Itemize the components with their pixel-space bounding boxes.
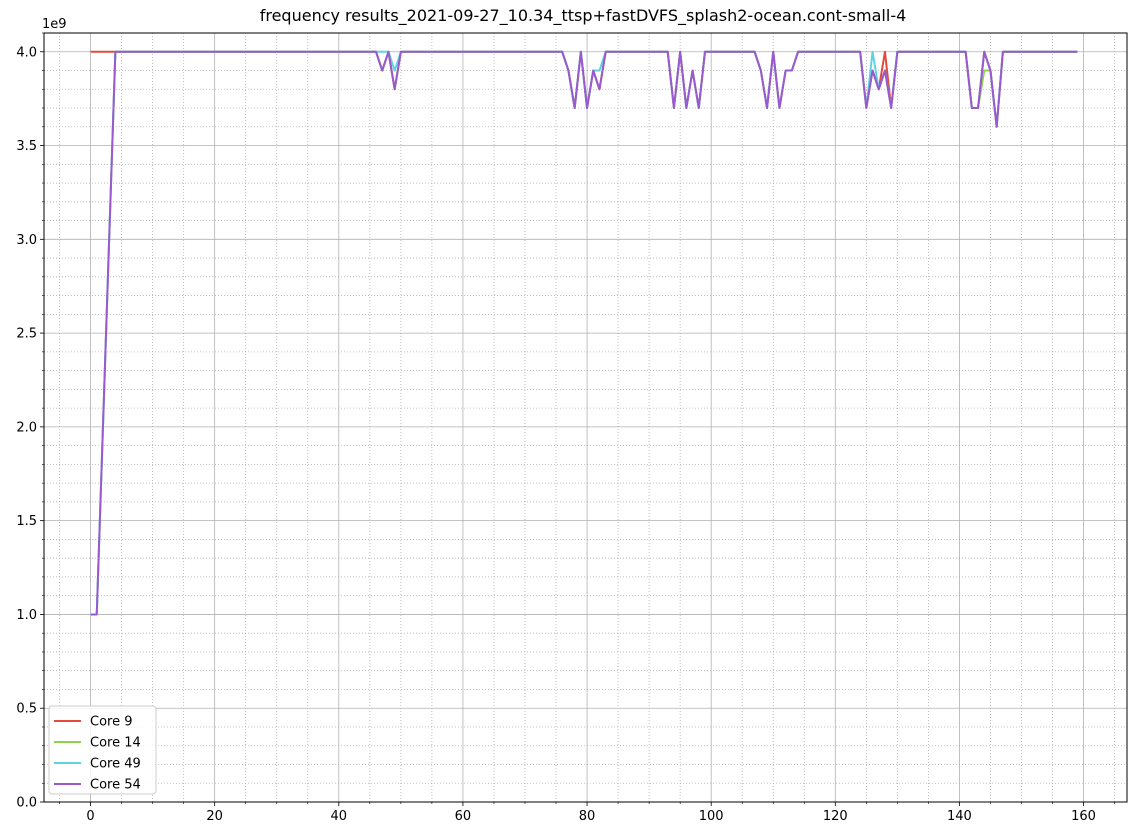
series-line-core-54 bbox=[90, 50, 1078, 616]
x-tick-label: 20 bbox=[206, 809, 223, 824]
y-tick-label: 1.0 bbox=[16, 608, 37, 623]
x-tick-label: 100 bbox=[699, 809, 724, 824]
y-tick-label: 4.0 bbox=[16, 45, 37, 60]
x-tick-label: 40 bbox=[331, 809, 348, 824]
chart-title: frequency results_2021-09-27_10.34_ttsp+… bbox=[260, 6, 907, 26]
major-grid bbox=[44, 33, 1127, 803]
x-tick-label: 60 bbox=[455, 809, 472, 824]
y-tick-label: 0.5 bbox=[16, 702, 37, 717]
x-axis: 0 20 40 60 80 100 120 140 160 bbox=[59, 802, 1115, 824]
plot-frame bbox=[43, 32, 1128, 803]
series-layer bbox=[90, 50, 1078, 616]
y-tick-label: 1.5 bbox=[16, 514, 37, 529]
x-tick-label: 120 bbox=[823, 809, 848, 824]
y-tick-label: 2.5 bbox=[16, 327, 37, 342]
legend-label: Core 9 bbox=[90, 715, 133, 730]
y-tick-label: 3.0 bbox=[16, 233, 37, 248]
y-axis: 0.0 0.5 1.0 1.5 2.0 2.5 3.0 3.5 4.0 bbox=[16, 32, 44, 811]
y-tick-label: 3.5 bbox=[16, 139, 37, 154]
y-offset-text: 1e9 bbox=[42, 17, 67, 32]
x-tick-label: 140 bbox=[947, 809, 972, 824]
legend-label: Core 49 bbox=[90, 757, 141, 772]
x-tick-label: 0 bbox=[86, 809, 94, 824]
minor-grid bbox=[44, 32, 1127, 802]
x-tick-label: 80 bbox=[579, 809, 596, 824]
x-tick-label: 160 bbox=[1071, 809, 1096, 824]
legend-box bbox=[48, 705, 157, 795]
y-tick-label: 0.0 bbox=[16, 796, 37, 811]
y-tick-label: 2.0 bbox=[16, 420, 37, 435]
legend-label: Core 54 bbox=[90, 778, 141, 793]
legend: Core 9 Core 14 Core 49 Core 54 bbox=[48, 705, 157, 795]
legend-label: Core 14 bbox=[90, 736, 141, 751]
